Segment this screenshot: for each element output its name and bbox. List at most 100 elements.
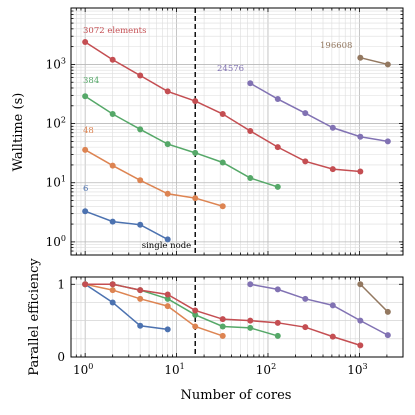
- bottom-series-5: [357, 281, 391, 315]
- data-point: [329, 124, 336, 131]
- data-point: [137, 126, 144, 133]
- series-label: 48: [83, 126, 94, 136]
- top-series-2: 384: [82, 76, 281, 190]
- series-label: 3072 elements: [83, 26, 146, 36]
- data-point: [247, 281, 254, 288]
- top-grid: [70, 7, 404, 256]
- data-point: [164, 236, 171, 243]
- data-point: [302, 324, 309, 331]
- data-point: [274, 332, 281, 339]
- data-point: [137, 322, 144, 329]
- data-point: [384, 332, 391, 339]
- data-point: [82, 146, 89, 153]
- data-point: [192, 98, 199, 105]
- bottom-axes-frame: [70, 276, 404, 358]
- data-point: [109, 111, 116, 118]
- series-label: 384: [83, 76, 99, 86]
- bottom-ticks: [70, 277, 404, 358]
- series-line: [360, 56, 389, 66]
- data-point: [109, 56, 116, 63]
- data-point: [192, 195, 199, 202]
- data-point: [274, 319, 281, 326]
- data-point: [384, 308, 391, 315]
- data-point: [384, 138, 391, 145]
- data-point: [164, 295, 171, 302]
- data-point: [164, 190, 171, 197]
- top-ticks: [70, 7, 404, 256]
- data-point: [357, 342, 364, 349]
- data-point: [109, 287, 116, 294]
- data-point: [247, 127, 254, 134]
- data-point: [137, 295, 144, 302]
- data-point: [219, 111, 226, 118]
- top-series-4: 24576: [217, 64, 391, 145]
- top-y-axis-label: Walltime (s): [11, 93, 26, 172]
- data-point: [302, 158, 309, 165]
- series-line: [249, 82, 388, 143]
- data-point: [247, 324, 254, 331]
- data-point: [164, 291, 171, 298]
- data-point: [109, 162, 116, 169]
- data-point: [329, 302, 336, 309]
- single-node-label: single node: [142, 241, 192, 251]
- data-point: [137, 221, 144, 228]
- series-label: 6: [83, 184, 88, 194]
- bottom-y-axis-label: Parallel efficiency: [27, 258, 42, 376]
- data-point: [192, 149, 199, 156]
- series-label: 24576: [217, 64, 244, 74]
- efficiency-panel: 0 1 100 101 102 103 Parallel efficiency: [27, 258, 404, 377]
- top-series-5: 196608: [320, 41, 391, 68]
- data-point: [219, 316, 226, 323]
- x-tick-label: 101: [164, 362, 184, 377]
- data-point: [247, 175, 254, 182]
- bottom-series-4: [247, 281, 391, 339]
- data-point: [329, 166, 336, 173]
- data-point: [137, 72, 144, 79]
- data-point: [82, 281, 89, 288]
- series-line: [84, 41, 361, 173]
- data-point: [192, 311, 199, 318]
- data-point: [82, 208, 89, 215]
- series-line: [84, 210, 169, 241]
- data-point: [192, 307, 199, 314]
- data-point: [274, 183, 281, 190]
- data-point: [357, 168, 364, 175]
- data-point: [109, 299, 116, 306]
- data-point: [164, 326, 171, 333]
- series-line: [85, 283, 223, 337]
- data-point: [274, 286, 281, 293]
- data-point: [109, 281, 116, 288]
- data-point: [164, 141, 171, 148]
- x-tick-label: 100: [73, 362, 93, 377]
- data-point: [247, 80, 254, 87]
- data-point: [219, 323, 226, 330]
- data-point: [357, 317, 364, 324]
- data-point: [137, 177, 144, 184]
- bottom-series-0: [82, 281, 171, 333]
- x-tick-label: 103: [347, 362, 367, 377]
- y-tick-label: 103: [46, 56, 66, 71]
- data-point: [219, 159, 226, 166]
- y-tick-label: 0: [57, 350, 65, 364]
- data-point: [357, 133, 364, 140]
- y-tick-label: 1: [57, 277, 65, 291]
- data-point: [274, 144, 281, 151]
- data-point: [302, 110, 309, 117]
- series-line: [359, 283, 389, 313]
- data-point: [192, 323, 199, 330]
- x-axis-label: Number of cores: [181, 388, 292, 403]
- y-tick-label: 101: [46, 175, 66, 190]
- data-point: [384, 61, 391, 68]
- data-point: [302, 295, 309, 302]
- y-tick-label: 102: [46, 116, 66, 131]
- data-point: [219, 203, 226, 210]
- series-line: [250, 283, 389, 336]
- data-point: [329, 333, 336, 340]
- data-point: [357, 281, 364, 288]
- top-axes-frame: [70, 7, 404, 256]
- data-point: [109, 218, 116, 225]
- top-series-1: 48: [82, 126, 226, 210]
- data-point: [82, 38, 89, 45]
- top-series-3: 3072 elements: [82, 26, 364, 175]
